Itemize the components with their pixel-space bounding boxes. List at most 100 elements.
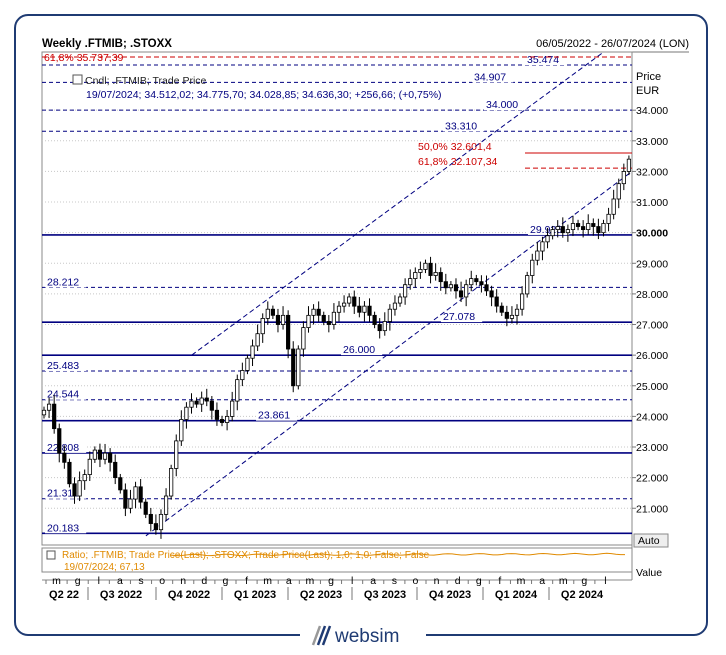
- candle-body: [581, 226, 586, 231]
- candle: [67, 458, 72, 488]
- candle-body: [499, 305, 504, 313]
- x-quarter-label: Q4 2023: [429, 589, 471, 601]
- x-month-label: g: [328, 575, 334, 587]
- candle-body: [413, 272, 418, 279]
- level-label: 25.483: [47, 360, 79, 372]
- candle-body: [321, 314, 326, 322]
- y-tick-label: 33.000: [636, 136, 668, 148]
- candle-body: [209, 400, 214, 411]
- level-label: 27.078: [443, 311, 475, 323]
- candle: [464, 279, 469, 307]
- candle-body: [67, 461, 72, 485]
- candle: [341, 295, 347, 313]
- candle-body: [596, 226, 601, 234]
- candle: [286, 310, 291, 359]
- candle: [504, 305, 509, 327]
- level-label-bg: [45, 358, 87, 371]
- series-toggle-icon[interactable]: [72, 74, 83, 85]
- x-month-label: g: [75, 575, 81, 587]
- x-month-label: n: [180, 575, 186, 587]
- candle: [133, 481, 138, 509]
- x-month-label: l: [351, 575, 353, 587]
- candle-body: [280, 314, 286, 325]
- candle: [479, 275, 484, 293]
- candle: [280, 306, 286, 330]
- candle: [418, 261, 423, 279]
- x-quarter-label: Q2 22: [49, 589, 79, 601]
- candle-body: [433, 272, 438, 276]
- candle-body: [392, 302, 398, 310]
- y-tick-label: 28.000: [636, 289, 668, 301]
- level-label: 34.907: [474, 71, 506, 83]
- x-quarter-label: Q1 2024: [495, 589, 538, 601]
- candle-body: [163, 495, 169, 515]
- candle: [514, 304, 520, 325]
- candle: [82, 469, 87, 490]
- candle: [174, 434, 179, 477]
- candle-body: [199, 397, 204, 405]
- candle: [565, 224, 570, 242]
- candle: [118, 473, 123, 494]
- candle-body: [230, 400, 235, 417]
- candle: [153, 514, 158, 535]
- candle: [225, 409, 230, 431]
- x-quarter-label: Q3 2022: [100, 589, 142, 601]
- x-quarter-label: Q4 2022: [168, 589, 210, 601]
- level-label: 21.311: [47, 488, 78, 500]
- auto-scale-button[interactable]: [633, 533, 669, 548]
- candle: [214, 402, 220, 426]
- candle: [433, 263, 438, 281]
- x-month-label: o: [413, 575, 419, 587]
- candle: [621, 163, 626, 191]
- candle: [525, 271, 530, 298]
- candle: [581, 220, 586, 238]
- candle: [163, 488, 169, 521]
- candle: [291, 341, 296, 393]
- candle: [545, 227, 550, 249]
- x-month-label: n: [434, 575, 440, 587]
- candle-body: [387, 308, 392, 322]
- x-month-label: m: [306, 575, 315, 587]
- candle-body: [448, 284, 453, 289]
- candle-body: [428, 262, 433, 276]
- candle: [184, 402, 189, 429]
- chart-title: Weekly .FTMIB; .STOXX: [42, 38, 172, 50]
- ratio-series-line: [169, 552, 625, 557]
- candle: [219, 415, 225, 427]
- candle: [77, 471, 82, 502]
- y-tick-label: 30.000: [636, 228, 668, 240]
- candle-body: [347, 296, 352, 304]
- candle: [362, 301, 367, 322]
- y-tick-label: 31.000: [636, 197, 668, 209]
- candle-body: [474, 278, 479, 283]
- x-month-label: a: [286, 575, 292, 587]
- fib-label: 61,8% 32.107,34: [418, 156, 498, 168]
- candle: [591, 218, 596, 236]
- y-tick-label: 26.000: [636, 350, 668, 362]
- candle-body: [113, 461, 118, 479]
- candle: [72, 477, 77, 504]
- ratio-toggle-icon[interactable]: [46, 550, 56, 560]
- candle: [169, 464, 174, 500]
- candle: [438, 267, 443, 291]
- candle: [230, 391, 235, 422]
- candle: [575, 219, 581, 231]
- candle: [458, 281, 464, 303]
- candle: [311, 304, 316, 325]
- candle: [550, 225, 555, 240]
- candle: [530, 253, 535, 284]
- candle: [540, 236, 545, 261]
- candle: [372, 311, 377, 329]
- candle-body: [128, 498, 133, 509]
- series-label: Cndl; .FTMIB; Trade Price: [85, 75, 207, 87]
- candle: [413, 267, 418, 288]
- candle-body: [214, 409, 220, 420]
- candle-body: [357, 305, 362, 313]
- level-label-bg: [484, 98, 526, 111]
- candle: [560, 217, 565, 238]
- level-label: 20.183: [47, 522, 79, 534]
- candle: [596, 218, 601, 240]
- level-label-bg: [45, 521, 87, 534]
- plot-area: [41, 51, 633, 546]
- candle-body: [336, 305, 342, 313]
